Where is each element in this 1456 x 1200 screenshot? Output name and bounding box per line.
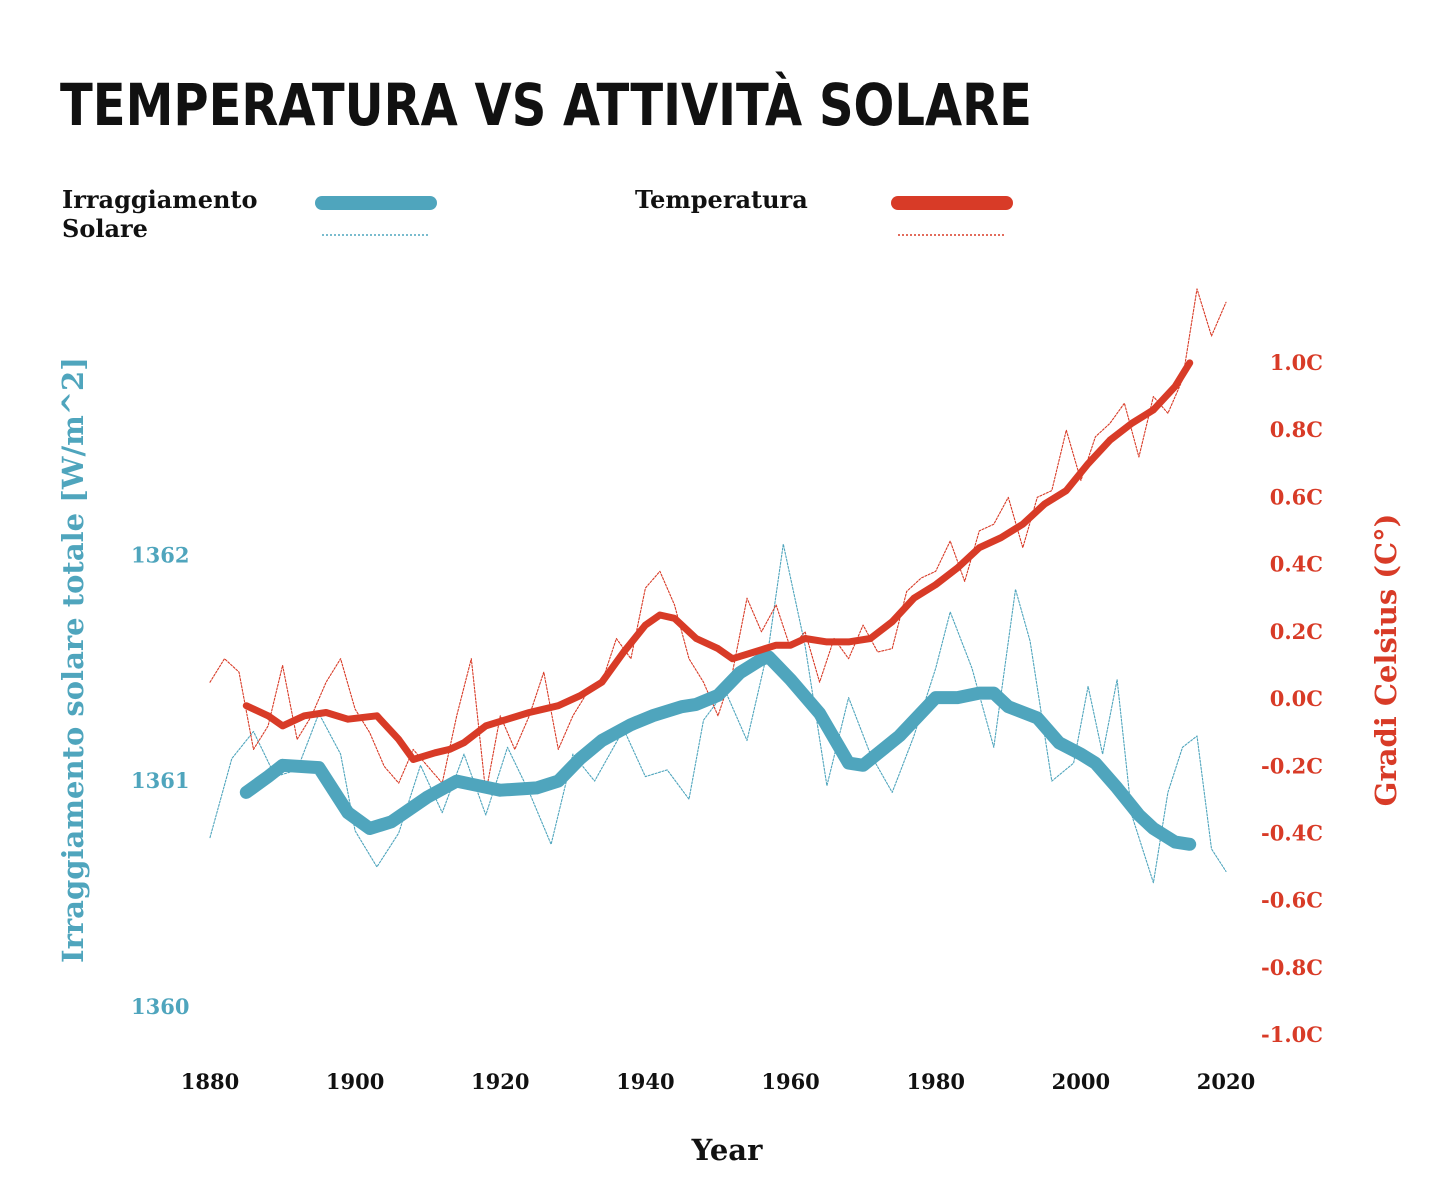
x-tick-label: 1920 xyxy=(471,1069,529,1094)
right-tick-label: 0.8C xyxy=(1270,417,1323,442)
right-tick-label: -0.4C xyxy=(1261,820,1323,845)
x-axis-title: Year xyxy=(691,1133,763,1167)
x-tick-label: 2020 xyxy=(1197,1069,1255,1094)
right-tick-label: -0.8C xyxy=(1261,955,1323,980)
right-axis-ticks: 1.0C 0.8C 0.6C 0.4C 0.2C 0.0C -0.2C -0.4C -0.6C -… xyxy=(1261,350,1323,1047)
x-tick-label: 1940 xyxy=(616,1069,674,1094)
left-axis-ticks: 1362 1361 1360 xyxy=(131,542,189,1018)
right-axis-title: Gradi Celsius (C°) xyxy=(1369,514,1403,807)
right-tick-label: 0.4C xyxy=(1270,552,1323,577)
left-tick-label: 1360 xyxy=(131,994,189,1019)
chart-title: TEMPERATURA VS ATTIVITÀ SOLARE xyxy=(60,70,1032,139)
series-line-solar-annual xyxy=(209,543,1227,884)
x-tick-label: 1880 xyxy=(181,1069,239,1094)
series-line-temp-smooth xyxy=(242,359,1194,763)
series-line-solar-smooth xyxy=(239,650,1197,851)
right-tick-label: -0.2C xyxy=(1261,753,1323,778)
legend-label-solar-line-1: Irraggiamento xyxy=(62,185,258,214)
left-tick-label: 1362 xyxy=(131,542,189,567)
left-tick-label: 1361 xyxy=(131,768,189,793)
right-tick-label: 1.0C xyxy=(1270,350,1323,375)
right-tick-label: 0.2C xyxy=(1270,619,1323,644)
legend: Irraggiamento Solare Temperatura xyxy=(62,185,1013,243)
legend-label-temperature: Temperatura xyxy=(635,185,808,214)
right-tick-label: -1.0C xyxy=(1261,1022,1323,1047)
right-tick-label: -0.6C xyxy=(1261,888,1323,913)
right-tick-label: 0.6C xyxy=(1270,484,1323,509)
x-tick-label: 1900 xyxy=(326,1069,384,1094)
legend-label-solar-line-2: Solare xyxy=(62,214,148,243)
legend-label-solar: Irraggiamento Solare xyxy=(62,185,266,243)
x-tick-label: 1960 xyxy=(761,1069,819,1094)
series-line-temp-annual xyxy=(209,288,1227,794)
right-tick-label: 0.0C xyxy=(1270,686,1323,711)
plot-area xyxy=(209,288,1227,884)
left-axis-title: Irraggiamento solare totale [W/m^2] xyxy=(56,357,90,963)
x-tick-label: 2000 xyxy=(1052,1069,1110,1094)
x-axis-ticks: 1880 1900 1920 1940 1960 1980 2000 2020 xyxy=(181,1069,1255,1094)
x-tick-label: 1980 xyxy=(906,1069,964,1094)
